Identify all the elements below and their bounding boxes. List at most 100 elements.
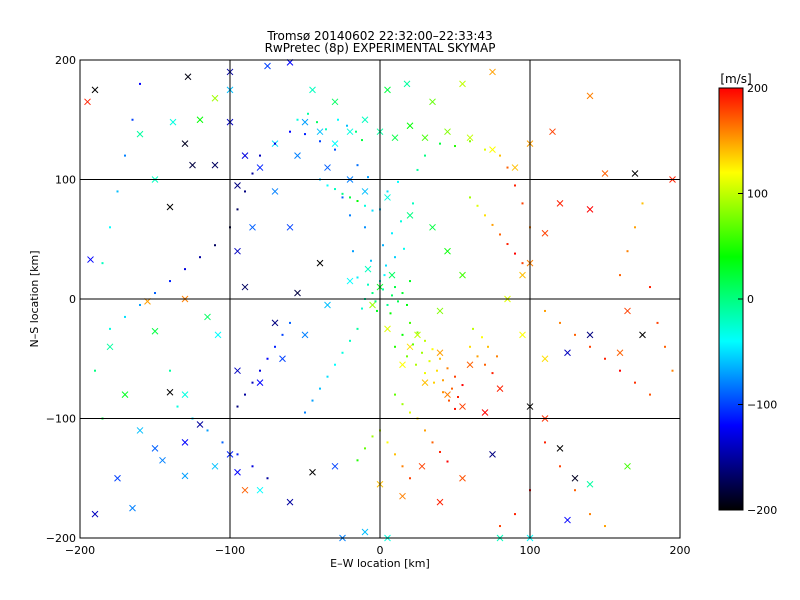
dot-marker [409, 280, 411, 283]
cross-marker [631, 170, 639, 177]
cross-marker [466, 134, 474, 142]
dot-marker [421, 351, 423, 354]
dot-marker [401, 292, 404, 295]
dot-marker [671, 369, 674, 372]
dot-marker [370, 259, 372, 262]
y-tick-label: −100 [46, 413, 76, 426]
dot-marker [544, 309, 546, 312]
dot-marker [514, 513, 516, 516]
dot-marker [296, 118, 299, 121]
dot-marker [251, 381, 254, 384]
dot-marker [491, 223, 494, 226]
dot-marker [391, 232, 393, 235]
dot-marker [589, 513, 591, 516]
dot-marker [491, 372, 494, 375]
dot-marker [436, 369, 438, 372]
cross-marker [286, 498, 294, 506]
dot-marker [412, 202, 414, 205]
cross-marker [106, 343, 114, 351]
chart-subtitle: RwPretec (8p) EXPERIMENTAL SKYMAP [265, 41, 496, 55]
dot-marker [634, 381, 636, 384]
cross-marker [436, 307, 444, 315]
cross-marker [624, 462, 631, 470]
dot-marker [349, 339, 351, 342]
cross-marker [418, 462, 426, 470]
dot-marker [374, 300, 377, 303]
cross-marker [294, 289, 301, 297]
dot-marker [356, 276, 359, 279]
dot-marker [341, 192, 344, 195]
dot-marker [574, 489, 576, 492]
cross-marker [369, 301, 376, 309]
y-tick-label: 200 [55, 54, 76, 67]
dot-marker [364, 447, 366, 450]
dot-marker [626, 250, 629, 253]
cross-marker [364, 265, 372, 273]
dot-marker [394, 393, 396, 396]
dot-marker [424, 154, 426, 157]
dot-marker [361, 307, 363, 310]
dot-marker [385, 264, 387, 267]
colorbar-ticks: −200 −100 0 100 200 [738, 82, 777, 517]
dot-marker [101, 262, 104, 265]
dot-marker [386, 190, 389, 193]
cross-marker [564, 516, 571, 524]
dot-marker [214, 244, 216, 247]
dot-marker [481, 336, 483, 339]
dot-marker [521, 262, 524, 265]
cross-marker [444, 391, 451, 398]
dot-marker [664, 345, 666, 348]
cross-marker [421, 379, 429, 387]
dot-marker [559, 465, 561, 468]
x-tick-label: 100 [520, 544, 541, 557]
dot-marker [424, 339, 426, 342]
cross-marker [586, 206, 594, 213]
dot-marker [649, 393, 651, 396]
dot-marker [386, 441, 389, 444]
dot-marker [304, 133, 306, 136]
cross-marker [331, 98, 339, 106]
dot-marker [356, 164, 359, 167]
dot-marker [376, 309, 378, 312]
dot-marker [446, 367, 449, 370]
cross-marker [241, 152, 249, 159]
dot-marker [356, 459, 359, 462]
dot-marker [371, 435, 374, 438]
cross-marker [361, 116, 369, 124]
cross-marker [324, 301, 331, 309]
cross-marker [151, 445, 159, 452]
cross-marker [204, 313, 211, 321]
cross-marker [586, 331, 594, 339]
dot-marker [109, 226, 111, 229]
cross-marker [459, 271, 466, 279]
cross-marker [436, 349, 444, 357]
dot-marker [433, 381, 435, 384]
dot-marker [457, 395, 459, 398]
dot-marker [349, 214, 351, 217]
cross-marker [489, 146, 496, 153]
dot-marker [634, 226, 636, 229]
dot-marker [361, 139, 363, 142]
dot-marker [428, 360, 431, 363]
cross-marker [459, 80, 466, 88]
dot-marker [469, 196, 471, 199]
cross-marker [169, 118, 177, 126]
cross-marker [586, 92, 594, 100]
cross-marker [496, 385, 504, 392]
dot-marker [281, 333, 284, 336]
cross-marker [286, 223, 294, 231]
dot-marker [206, 429, 209, 432]
cross-marker [316, 128, 324, 136]
dot-marker [442, 391, 444, 394]
cross-marker [181, 391, 189, 398]
dot-marker [139, 82, 141, 85]
dot-marker [341, 196, 344, 199]
cross-marker [384, 86, 391, 94]
dot-marker [439, 357, 441, 360]
dot-marker [259, 369, 261, 372]
dot-marker [326, 375, 329, 378]
dot-marker [325, 128, 327, 131]
cross-marker [639, 331, 646, 339]
cross-marker [384, 325, 391, 333]
dot-marker [244, 190, 246, 193]
